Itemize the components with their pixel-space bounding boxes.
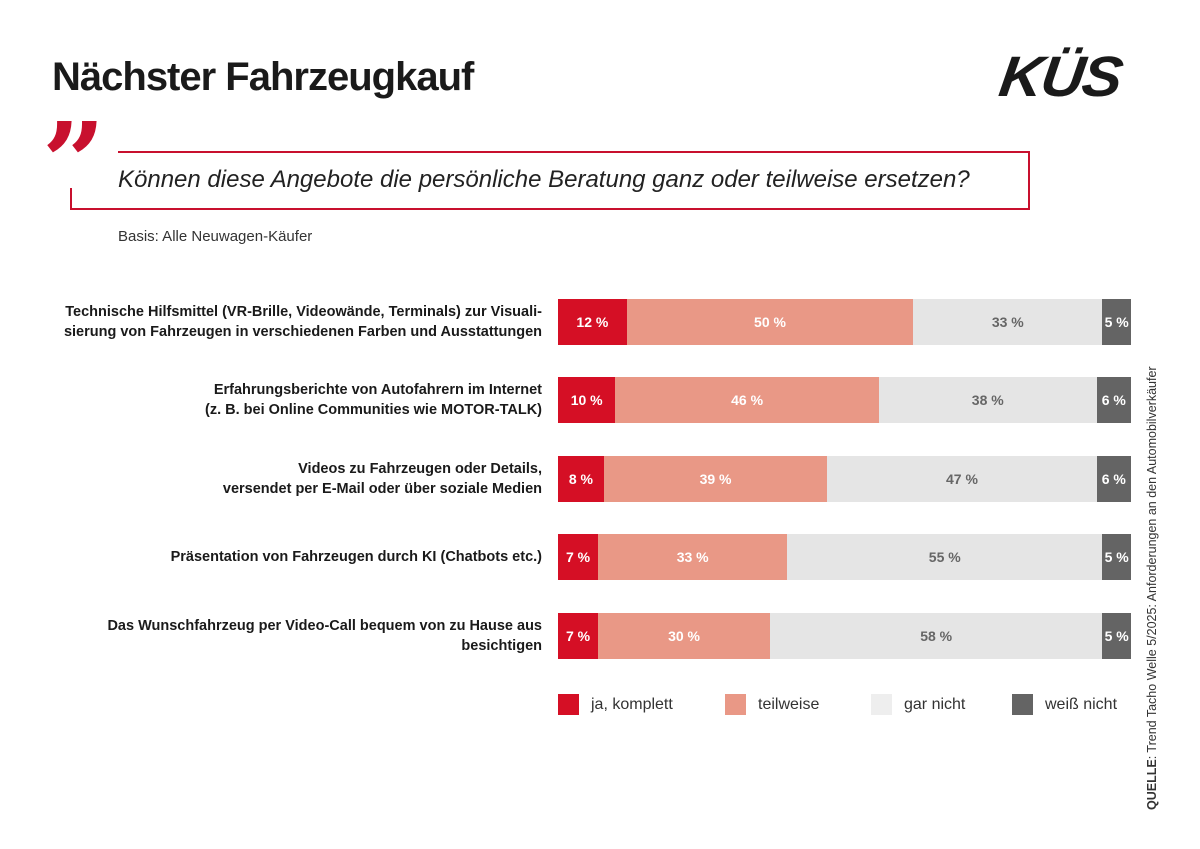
- bar-segment-ja-komplett: 10 %: [558, 377, 616, 423]
- data-label: 33 %: [991, 314, 1024, 330]
- legend-swatch: [871, 694, 892, 715]
- quote-box-border-left: [70, 188, 72, 210]
- category-label-text: Das Wunschfahrzeug per Video-Call bequem…: [107, 618, 542, 654]
- source-text: : Trend Tacho Welle 5/2025: Anforderunge…: [1145, 366, 1159, 760]
- data-label: 38 %: [971, 392, 1004, 408]
- basis-note: Basis: Alle Neuwagen-Käufer: [118, 228, 313, 245]
- source-note: QUELLE: Trend Tacho Welle 5/2025: Anford…: [1145, 366, 1159, 810]
- legend-item: teilweise: [725, 694, 819, 715]
- legend-label: teilweise: [758, 695, 820, 713]
- data-label: 8 %: [568, 471, 593, 487]
- legend-label: weiß nicht: [1045, 695, 1118, 713]
- bar-segment-wei-nicht: 5 %: [1102, 613, 1131, 659]
- quote-mark-icon: ”: [42, 98, 106, 227]
- quote-box-border-right: [1028, 151, 1030, 209]
- data-label: 10 %: [570, 392, 603, 408]
- data-label: 5 %: [1104, 549, 1129, 565]
- kues-logo: KÜS: [995, 44, 1126, 109]
- legend-swatch: [558, 694, 579, 715]
- data-label: 33 %: [676, 549, 709, 565]
- bar-segment-wei-nicht: 6 %: [1096, 456, 1131, 502]
- category-label-text: Erfahrungsberichte von Autofahrern im In…: [205, 382, 542, 418]
- bar-segment-gar-nicht: 33 %: [913, 299, 1103, 345]
- data-label: 7 %: [565, 628, 591, 644]
- bar-segment-teilweise: 39 %: [603, 456, 828, 502]
- stacked-bar: 10 % 46 % 38 % 6 %: [558, 377, 1131, 423]
- legend-swatch: [725, 694, 746, 715]
- data-label: 47 %: [945, 471, 978, 487]
- bar-segment-ja-komplett: 7 %: [558, 534, 599, 580]
- stacked-bar: 12 % 50 % 33 % 5 %: [558, 299, 1131, 345]
- category-label: Videos zu Fahrzeugen oder Details, verse…: [22, 456, 542, 502]
- data-label: 46 %: [731, 392, 764, 408]
- quote-box-border-top: [118, 151, 1030, 153]
- bar-segment-gar-nicht: 58 %: [770, 613, 1103, 659]
- page-title: Nächster Fahrzeugkauf: [52, 55, 474, 99]
- category-label: Das Wunschfahrzeug per Video-Call bequem…: [22, 613, 542, 659]
- bar-segment-teilweise: 46 %: [615, 377, 879, 423]
- data-label: 6 %: [1101, 471, 1126, 487]
- bar-segment-wei-nicht: 5 %: [1102, 299, 1131, 345]
- legend-swatch: [1012, 694, 1033, 715]
- bar-segment-wei-nicht: 5 %: [1102, 534, 1131, 580]
- data-label: 55 %: [928, 549, 961, 565]
- data-label: 6 %: [1101, 392, 1126, 408]
- bar-segment-teilweise: 50 %: [626, 299, 914, 345]
- legend-item: ja, komplett: [558, 694, 673, 715]
- quote-box-border-bottom: [70, 208, 1030, 210]
- bar-segment-ja-komplett: 12 %: [558, 299, 627, 345]
- stacked-bar: 8 % 39 % 47 % 6 %: [558, 456, 1131, 502]
- legend-item: weiß nicht: [1012, 694, 1117, 715]
- data-label: 30 %: [668, 628, 701, 644]
- data-label: 5 %: [1104, 314, 1129, 330]
- bar-segment-wei-nicht: 6 %: [1096, 377, 1131, 423]
- data-label: 39 %: [699, 471, 732, 487]
- category-label-text: Technische Hilfsmittel (VR-Brille, Video…: [63, 304, 542, 340]
- bar-segment-teilweise: 30 %: [598, 613, 770, 659]
- data-label: 50 %: [754, 314, 786, 330]
- bar-segment-gar-nicht: 38 %: [878, 377, 1097, 423]
- category-label-text: Videos zu Fahrzeugen oder Details, verse…: [222, 461, 542, 497]
- stacked-bar: 7 % 33 % 55 % 5 %: [558, 534, 1131, 580]
- bar-segment-gar-nicht: 55 %: [787, 534, 1103, 580]
- legend-label: ja, komplett: [591, 695, 673, 713]
- bar-segment-teilweise: 33 %: [598, 534, 788, 580]
- category-label: Erfahrungsberichte von Autofahrern im In…: [22, 377, 542, 423]
- bar-segment-ja-komplett: 7 %: [558, 613, 599, 659]
- category-label-text: Präsentation von Fahrzeugen durch KI (Ch…: [170, 549, 542, 565]
- legend-label: gar nicht: [904, 695, 966, 713]
- data-label: 58 %: [920, 628, 953, 644]
- survey-question: Können diese Angebote die persönliche Be…: [118, 166, 970, 193]
- data-label: 7 %: [565, 549, 591, 565]
- bar-segment-ja-komplett: 8 %: [558, 456, 604, 502]
- category-label: Präsentation von Fahrzeugen durch KI (Ch…: [22, 534, 542, 580]
- data-label: 12 %: [576, 314, 609, 330]
- source-label: QUELLE: [1145, 759, 1159, 810]
- data-label: 5 %: [1104, 628, 1129, 644]
- stacked-bar: 7 % 30 % 58 % 5 %: [558, 613, 1131, 659]
- legend-item: gar nicht: [871, 694, 965, 715]
- category-label: Technische Hilfsmittel (VR-Brille, Video…: [22, 299, 542, 345]
- bar-segment-gar-nicht: 47 %: [827, 456, 1097, 502]
